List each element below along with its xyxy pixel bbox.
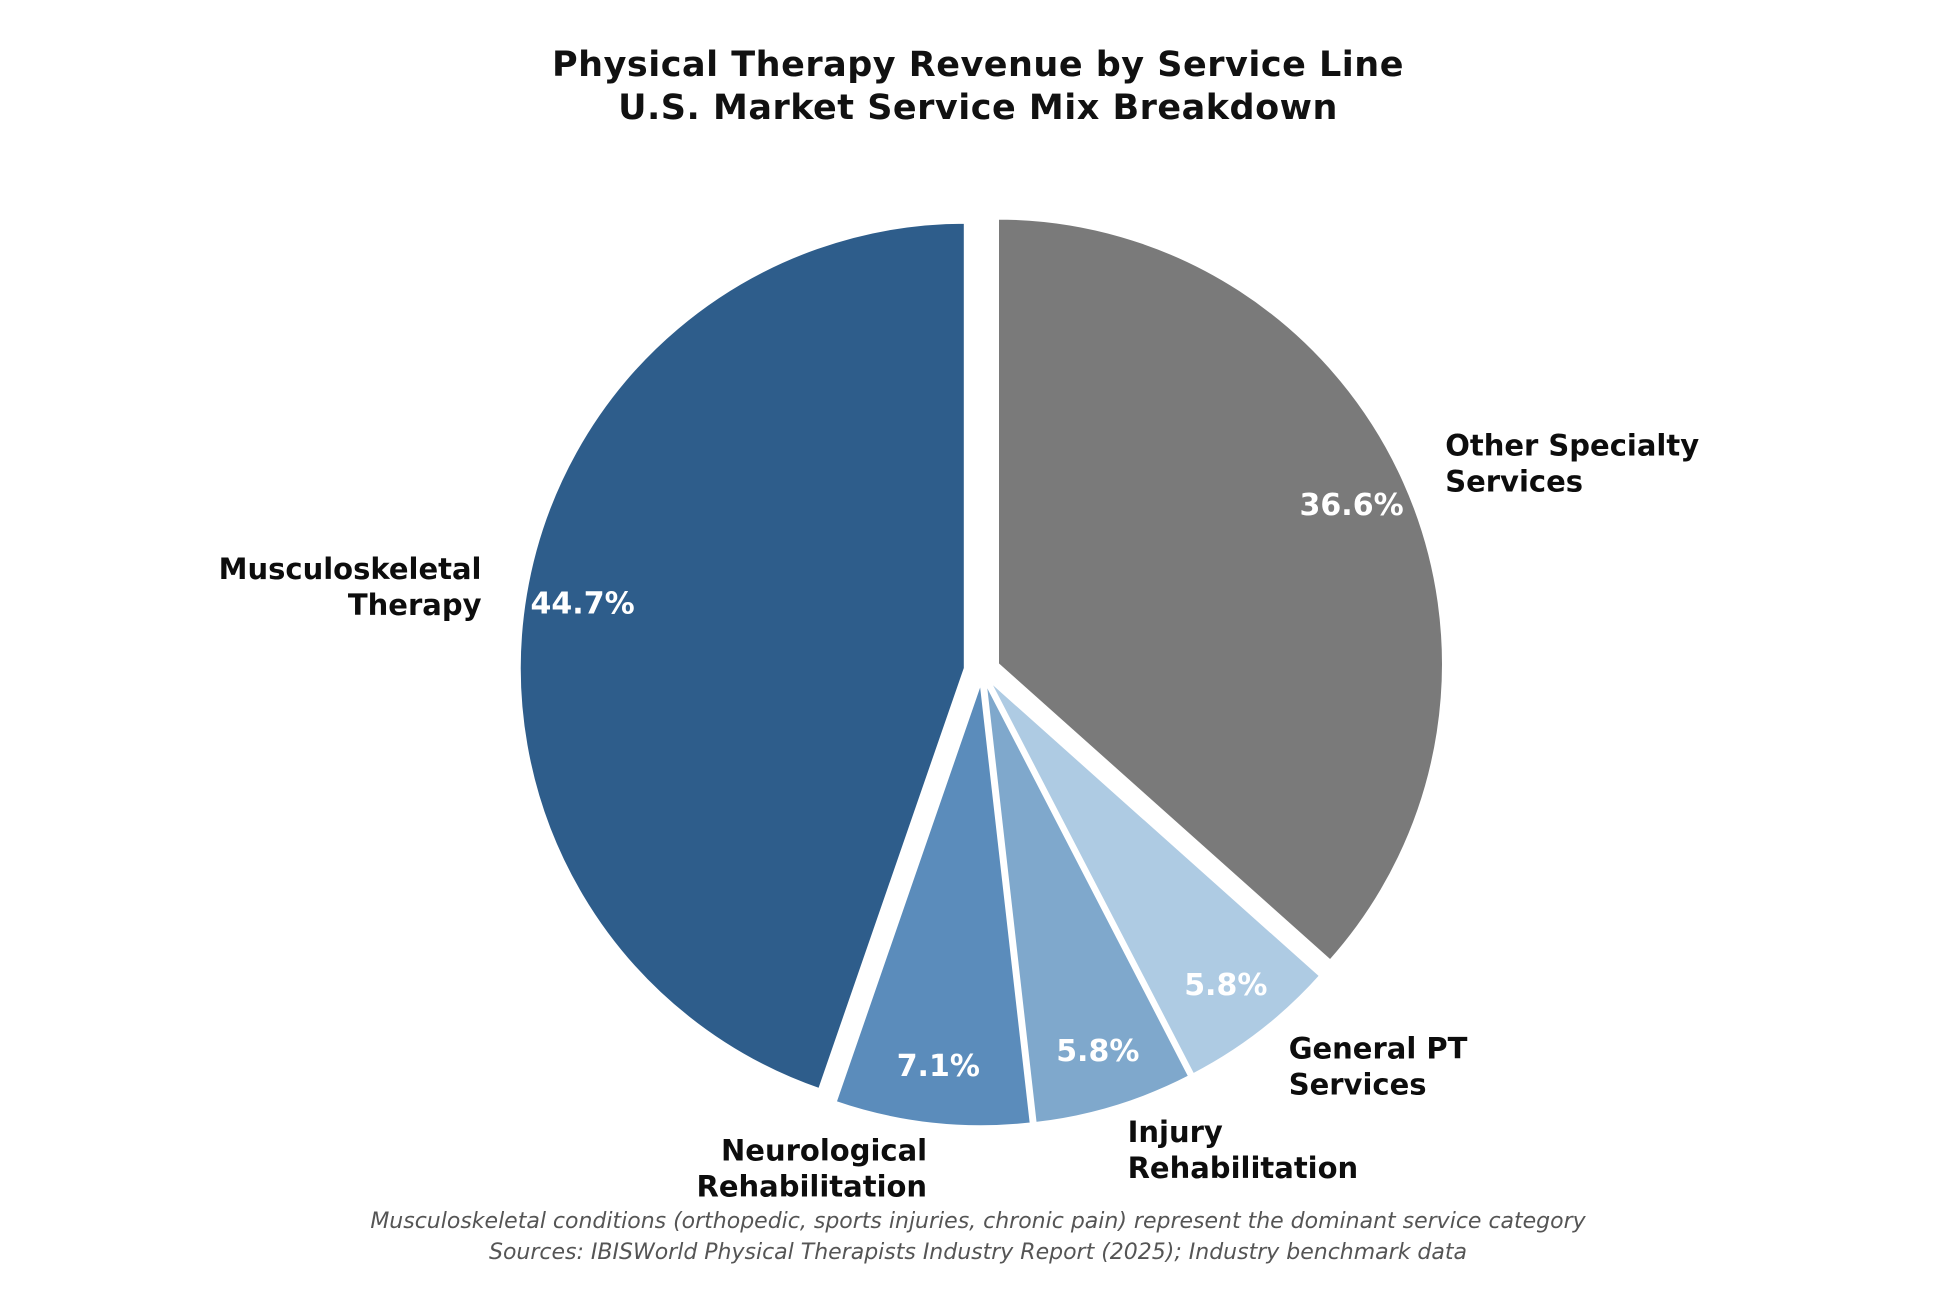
pct-label-general-pt-services: 5.8% [1184,968,1267,1003]
pie-slice-general-pt-services [986,677,1323,1077]
pie-slice-group-neurological-rehabilitation: 7.1% Neurological Rehabilitation [696,679,1033,1203]
slice-label-other-specialty-services: Other Specialty Services [1445,429,1699,499]
pie-slice-group-injury-rehabilitation: 5.8% Injury Rehabilitation [983,678,1359,1185]
pie-slice-other-specialty-services [996,216,1445,963]
chart-title-line1: Physical Therapy Revenue by Service Line [552,45,1404,85]
slice-label-musculoskeletal-therapy: Musculoskeletal Therapy [219,552,482,622]
pie-slice-neurological-rehabilitation [833,679,1033,1129]
pct-label-injury-rehabilitation: 5.8% [1056,1034,1139,1069]
pct-label-neurological-rehabilitation: 7.1% [897,1049,980,1084]
chart-footnote: Musculoskeletal conditions (orthopedic, … [0,1206,1956,1268]
pct-label-musculoskeletal-therapy: 44.7% [531,586,635,621]
pct-label-other-specialty-services: 36.6% [1300,488,1404,523]
footnote-line2: Sources: IBISWorld Physical Therapists I… [489,1240,1467,1265]
pie-slice-injury-rehabilitation [983,678,1192,1125]
pie-slice-group-other-specialty-services: 36.6% Other Specialty Services [996,216,1699,963]
slice-label-injury-rehabilitation: Injury Rehabilitation [1128,1115,1359,1185]
footnote-line1: Musculoskeletal conditions (orthopedic, … [370,1209,1586,1234]
slice-label-general-pt-services: General PT Services [1289,1031,1468,1101]
pie-slice-musculoskeletal-therapy [517,220,967,1092]
slice-label-neurological-rehabilitation: Neurological Rehabilitation [696,1133,927,1203]
chart-title: Physical Therapy Revenue by Service Line… [0,44,1956,130]
pie-slice-group-musculoskeletal-therapy: 44.7% Musculoskeletal Therapy [219,220,967,1092]
pie-slice-group-general-pt-services: 5.8% General PT Services [986,677,1468,1101]
chart-title-line2: U.S. Market Service Mix Breakdown [618,88,1338,128]
